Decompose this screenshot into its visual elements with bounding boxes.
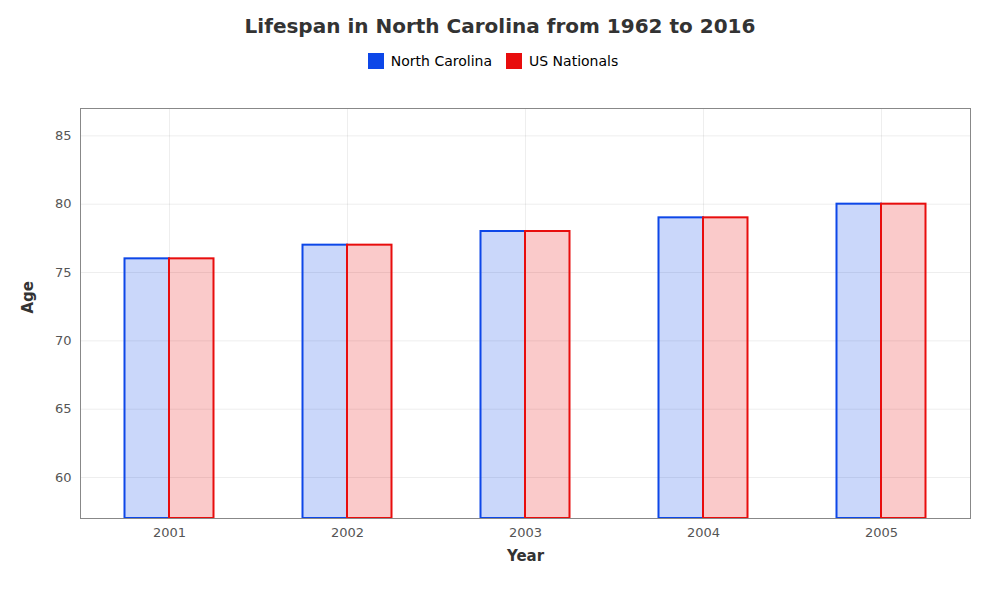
html-text:Lifespan in North Carolina fro: Lifespan in North Carolina from 1962 to …	[244, 14, 756, 38]
svg-text:2001: 2001	[153, 525, 186, 540]
svg-text:80: 80	[55, 196, 72, 211]
svg-text:65: 65	[55, 401, 72, 416]
svg-text:70: 70	[55, 333, 72, 348]
html-text:North Carolina: North Carolina	[390, 52, 492, 69]
svg-text:60: 60	[55, 470, 72, 485]
svg-text:2004: 2004	[687, 525, 720, 540]
svg-text:85: 85	[55, 128, 72, 143]
svg-text:75: 75	[55, 265, 72, 280]
svg-text:Year: Year	[506, 547, 545, 565]
svg-text:2003: 2003	[509, 525, 542, 540]
svg-text:2005: 2005	[865, 525, 898, 540]
html-text:US Nationals: US Nationals	[529, 52, 619, 69]
svg-text:Age: Age	[19, 281, 37, 314]
svg-text:2002: 2002	[331, 525, 364, 540]
